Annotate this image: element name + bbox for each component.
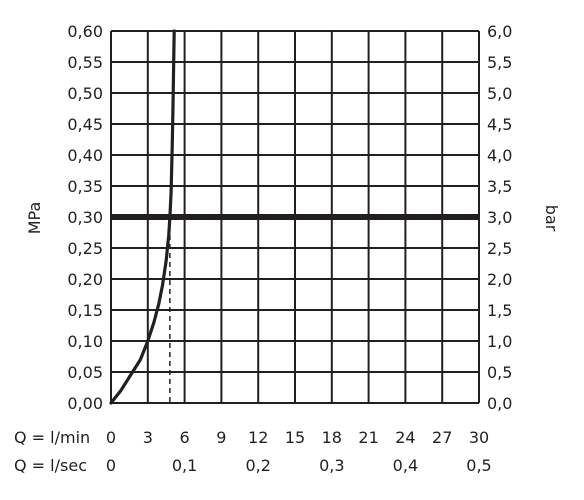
x-lsec-tick-label: 0,3	[319, 456, 344, 475]
tick-labels: 0,00 0,00,05 0,50,10 1,00,15 1,50,20 2,00,25 2…	[67, 22, 512, 475]
x-lmin-tick-label: 21	[358, 428, 378, 447]
x-lmin-tick-label: 15	[285, 428, 305, 447]
y-left-tick-label: 0,30	[67, 208, 103, 227]
x-lsec-axis-title: Q = l/sec	[14, 456, 87, 475]
y-left-tick-label: 0,15	[67, 301, 103, 320]
x-lmin-tick-label: 24	[395, 428, 415, 447]
x-lmin-tick-label: 6	[180, 428, 190, 447]
y-right-tick-label: 5,0	[487, 84, 512, 103]
y-left-tick-label: 0,45	[67, 115, 103, 134]
y-right-tick-label: 4,5	[487, 115, 512, 134]
y-left-tick-label: 0,00	[67, 394, 103, 413]
x-lsec-tick-label: 0,2	[245, 456, 270, 475]
y-right-tick-label: 2,0	[487, 270, 512, 289]
y-right-tick-label: 0,0	[487, 394, 512, 413]
y-left-tick-label: 0,50	[67, 84, 103, 103]
x-lsec-tick-label: 0,5	[466, 456, 491, 475]
x-lsec-tick-label: 0,1	[172, 456, 197, 475]
y-left-tick-label: 0,20	[67, 270, 103, 289]
y-right-tick-label: 3,5	[487, 177, 512, 196]
y-right-tick-label: 6,0	[487, 22, 512, 41]
x-lmin-tick-label: 0	[106, 428, 116, 447]
y-left-tick-label: 0,40	[67, 146, 103, 165]
y-left-tick-label: 0,35	[67, 177, 103, 196]
y-right-axis-title: bar	[542, 205, 561, 232]
x-lmin-axis-title: Q = l/min	[14, 428, 90, 447]
y-right-tick-label: 0,5	[487, 363, 512, 382]
series-layer	[109, 29, 176, 405]
x-lmin-tick-label: 3	[143, 428, 153, 447]
y-right-tick-label: 5,5	[487, 53, 512, 72]
x-lsec-tick-label: 0	[106, 456, 116, 475]
y-right-tick-label: 3,0	[487, 208, 512, 227]
x-lsec-tick-label: 0,4	[393, 456, 418, 475]
y-left-tick-label: 0,25	[67, 239, 103, 258]
x-lmin-tick-label: 30	[469, 428, 489, 447]
y-right-tick-label: 2,5	[487, 239, 512, 258]
y-left-tick-label: 0,05	[67, 363, 103, 382]
y-left-tick-label: 0,10	[67, 332, 103, 351]
y-left-axis-title: MPa	[25, 202, 44, 235]
y-right-tick-label: 4,0	[487, 146, 512, 165]
reference-lines	[111, 214, 479, 403]
y-left-tick-label: 0,55	[67, 53, 103, 72]
y-right-tick-label: 1,5	[487, 301, 512, 320]
x-lmin-tick-label: 9	[216, 428, 226, 447]
x-lmin-tick-label: 18	[322, 428, 342, 447]
y-left-tick-label: 0,60	[67, 22, 103, 41]
x-lmin-tick-label: 27	[432, 428, 452, 447]
y-right-tick-label: 1,0	[487, 332, 512, 351]
x-lmin-tick-label: 12	[248, 428, 268, 447]
flow-curve	[109, 29, 176, 405]
